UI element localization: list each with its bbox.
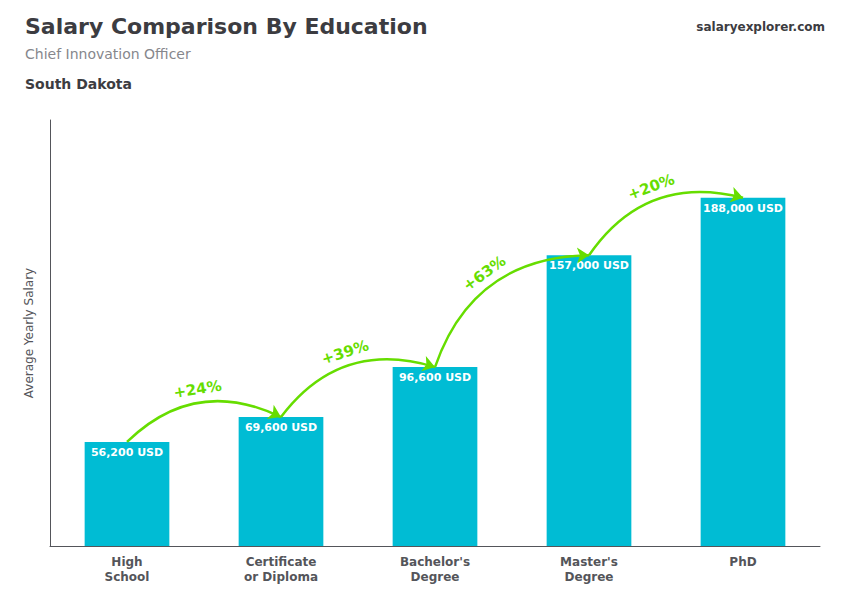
- svg-text:Certificate: Certificate: [246, 555, 317, 569]
- svg-text:PhD: PhD: [729, 555, 756, 569]
- svg-text:157,000 USD: 157,000 USD: [549, 259, 629, 272]
- svg-text:Chief Innovation Officer: Chief Innovation Officer: [25, 46, 191, 62]
- svg-text:96,600 USD: 96,600 USD: [399, 371, 471, 384]
- svg-text:South Dakota: South Dakota: [25, 76, 132, 92]
- svg-text:+20%: +20%: [625, 170, 677, 204]
- svg-text:56,200 USD: 56,200 USD: [91, 446, 163, 459]
- svg-text:Average Yearly Salary: Average Yearly Salary: [22, 268, 36, 398]
- svg-text:188,000 USD: 188,000 USD: [703, 202, 783, 215]
- svg-text:69,600 USD: 69,600 USD: [245, 421, 317, 434]
- svg-text:+39%: +39%: [319, 336, 371, 368]
- svg-text:Bachelor's: Bachelor's: [400, 555, 470, 569]
- svg-text:or Diploma: or Diploma: [244, 570, 318, 584]
- svg-text:Degree: Degree: [411, 570, 460, 584]
- svg-text:+63%: +63%: [460, 252, 510, 295]
- svg-text:+24%: +24%: [172, 376, 223, 401]
- svg-text:School: School: [105, 570, 150, 584]
- svg-text:Salary Comparison By Education: Salary Comparison By Education: [25, 14, 428, 39]
- svg-text:salaryexplorer.com: salaryexplorer.com: [696, 20, 825, 34]
- svg-text:High: High: [111, 555, 142, 569]
- svg-text:Degree: Degree: [565, 570, 614, 584]
- svg-text:Master's: Master's: [560, 555, 618, 569]
